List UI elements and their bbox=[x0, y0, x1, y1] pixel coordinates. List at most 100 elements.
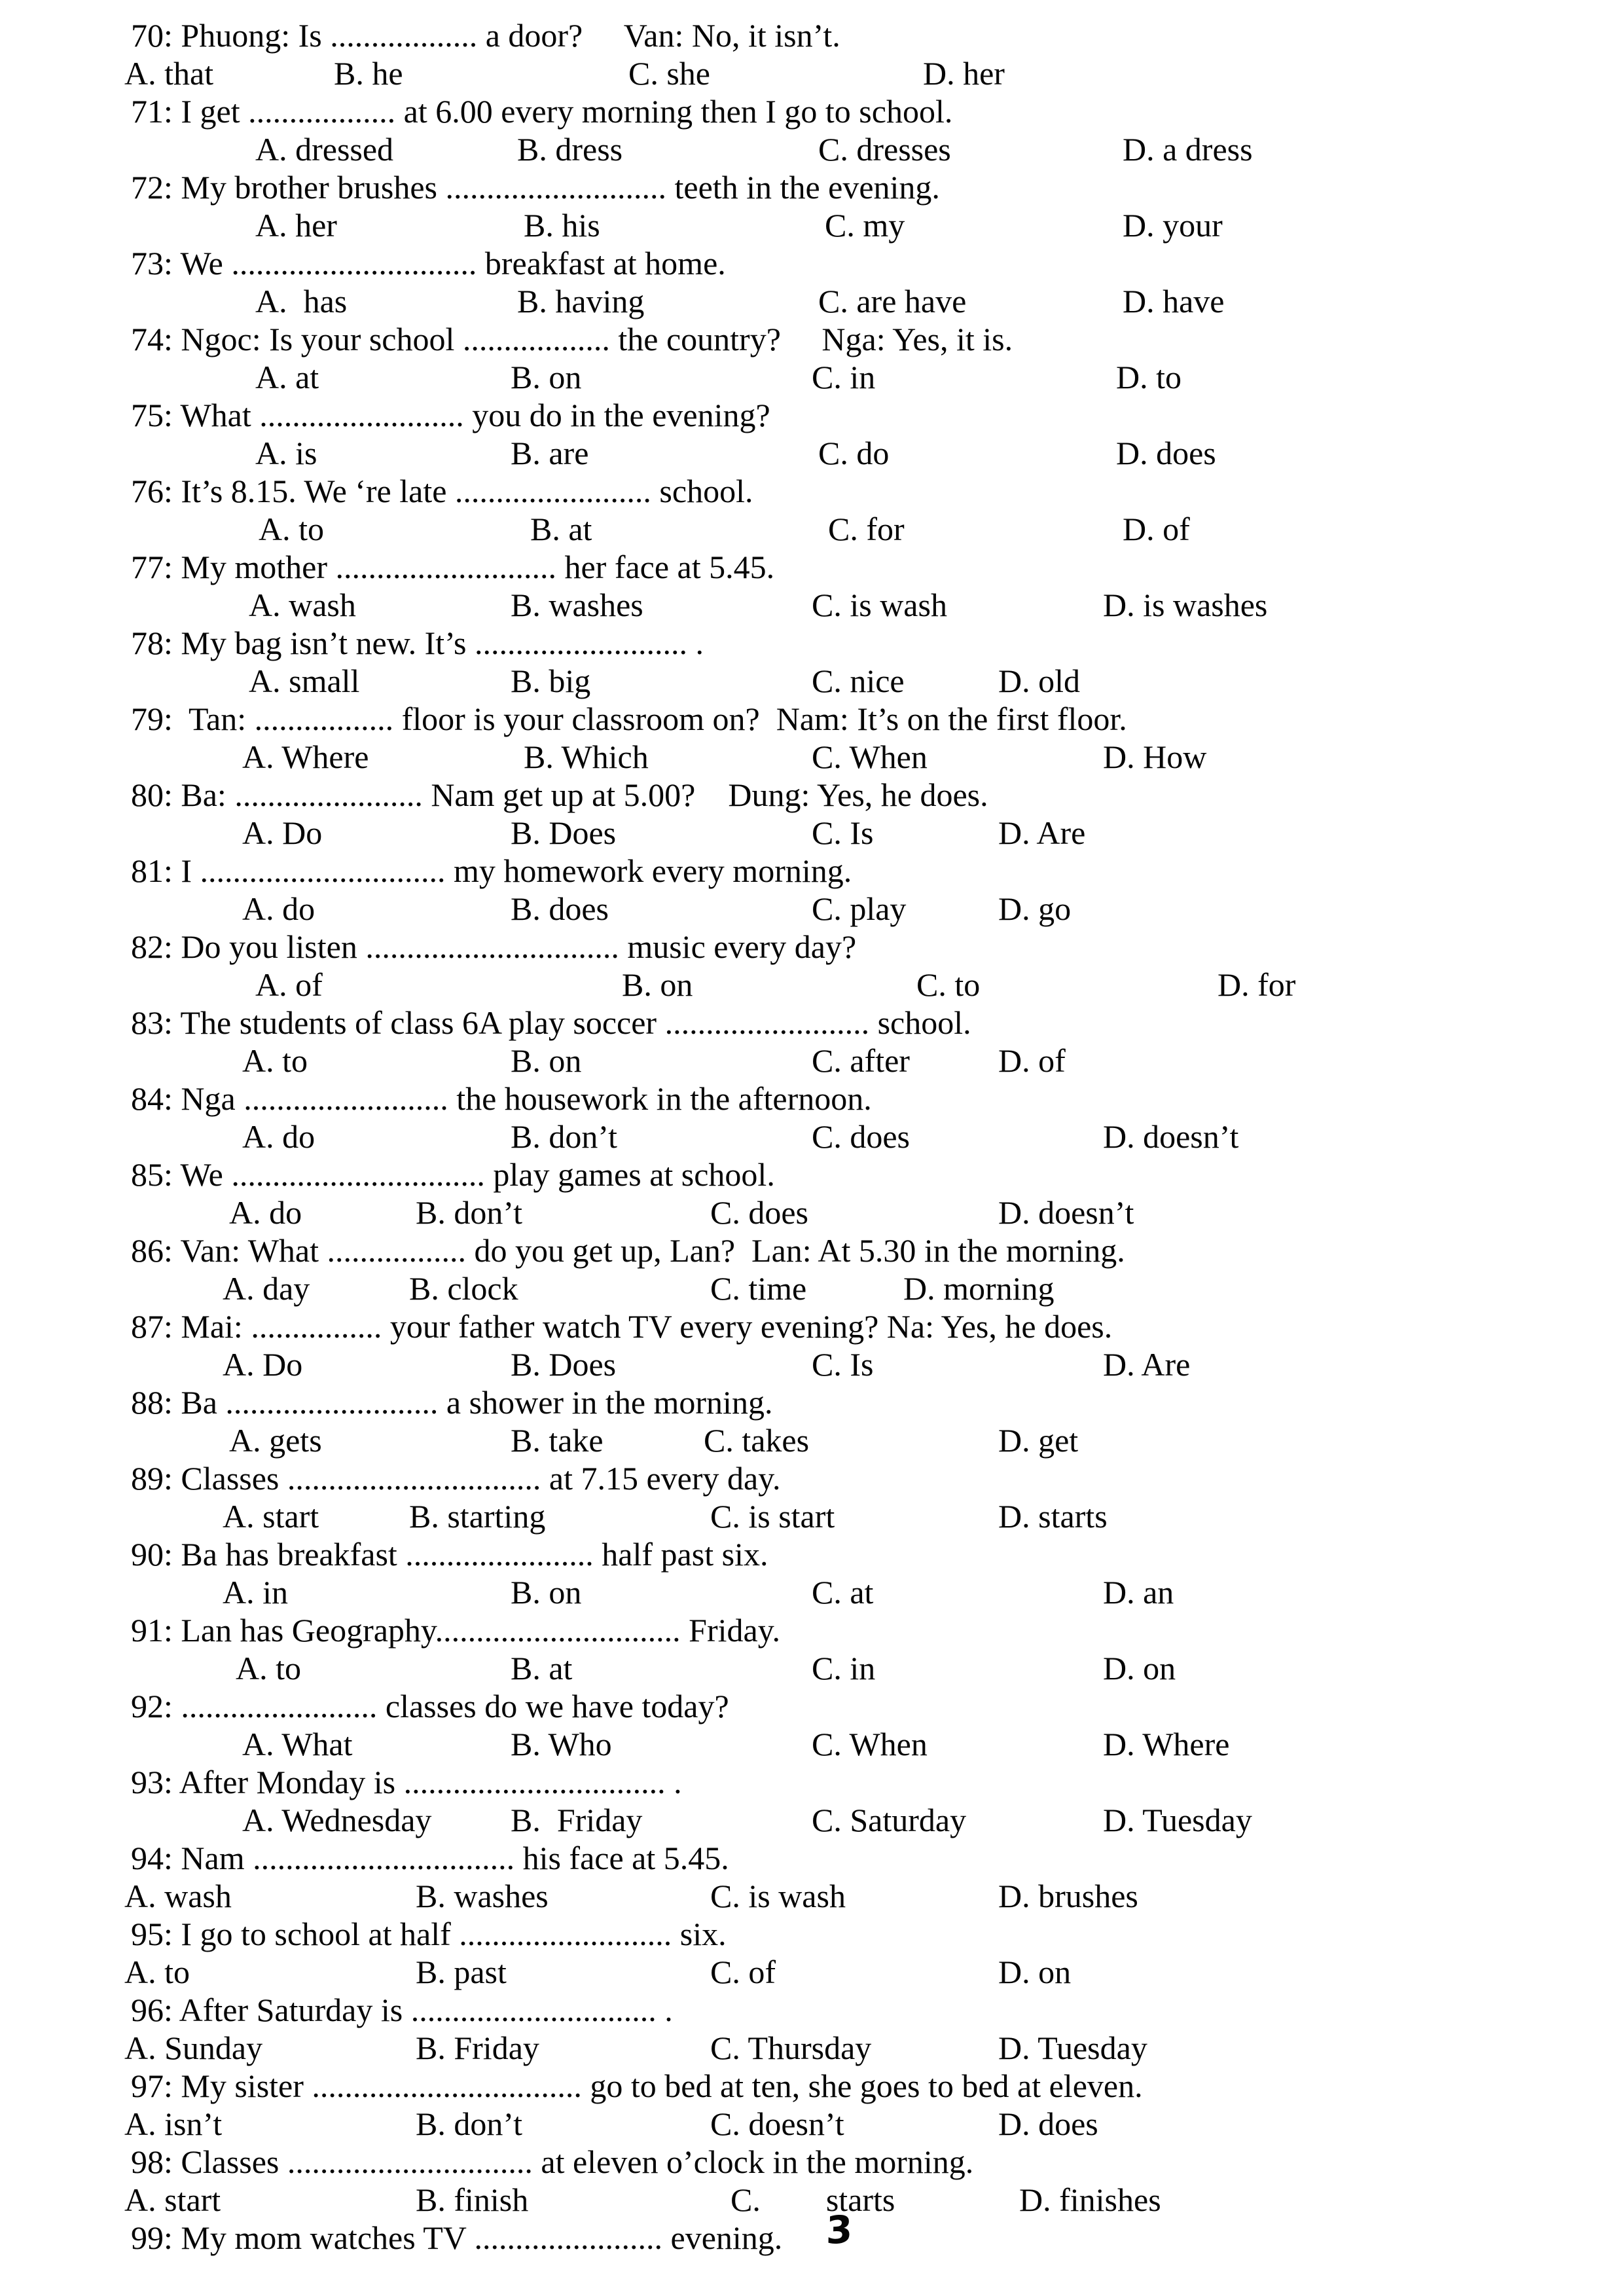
question-stem: 98: Classes ............................… bbox=[131, 2143, 974, 2180]
option-b: B. dress bbox=[517, 131, 623, 168]
question-stem: 81: I .............................. my … bbox=[131, 852, 852, 889]
page-number-handwritten: 3 bbox=[825, 2206, 853, 2253]
option-b: B. on bbox=[511, 1574, 582, 1611]
option-b: B. washes bbox=[416, 1878, 549, 1914]
option-d: D. doesn’t bbox=[1103, 1118, 1239, 1155]
question-row: 99: My mom watches TV ..................… bbox=[0, 2207, 1624, 2257]
option-c: C. at bbox=[812, 1574, 874, 1611]
question-stem: 93: After Monday is ....................… bbox=[131, 1764, 682, 1800]
option-d: D. an bbox=[1103, 1574, 1174, 1611]
question-stem: 74: Ngoc: Is your school ...............… bbox=[131, 321, 1013, 357]
answer-options-row: A. is B. are C. do D. does bbox=[0, 434, 1624, 472]
question-stem: 90: Ba has breakfast ...................… bbox=[131, 1536, 768, 1573]
answer-options-row: A. of B. on C. to D. for bbox=[0, 966, 1624, 1004]
option-c: C. Is bbox=[812, 814, 874, 851]
option-b: B. his bbox=[524, 207, 600, 244]
option-a: A. wash bbox=[249, 587, 356, 623]
option-c: C. Thursday bbox=[710, 2030, 872, 2066]
question-row: 76: It’s 8.15. We ‘re late .............… bbox=[0, 472, 1624, 510]
option-a: A. that bbox=[124, 55, 214, 92]
option-c: C. for bbox=[828, 511, 905, 547]
answer-options-row: A. to B. on C. after D. of bbox=[0, 1042, 1624, 1080]
question-row: 91: Lan has Geography...................… bbox=[0, 1611, 1624, 1649]
option-c: C. When bbox=[812, 1726, 928, 1762]
option-a: A. small bbox=[249, 663, 360, 699]
question-row: 97: My sister ..........................… bbox=[0, 2067, 1624, 2105]
option-a: A. do bbox=[242, 1118, 316, 1155]
option-a: A. day bbox=[223, 1270, 310, 1307]
option-a: A. to bbox=[124, 1954, 190, 1990]
option-b: B. he bbox=[334, 55, 403, 92]
question-row: 88: Ba .......................... a show… bbox=[0, 1383, 1624, 1421]
question-row: 86: Van: What ................. do you g… bbox=[0, 1231, 1624, 1269]
question-row: 83: The students of class 6A play soccer… bbox=[0, 1004, 1624, 1042]
option-c: C. is wash bbox=[812, 587, 947, 623]
answer-options-row: A. Wednesday B. Friday C. Saturday D. Tuesd… bbox=[0, 1801, 1624, 1839]
question-row: 71: I get .................. at 6.00 eve… bbox=[0, 92, 1624, 130]
question-stem: 85: We ............................... p… bbox=[131, 1156, 775, 1193]
option-c: C. my bbox=[825, 207, 905, 244]
option-b: B. past bbox=[416, 1954, 507, 1990]
option-d: D. finishes bbox=[1019, 2181, 1161, 2218]
option-b: B. big bbox=[511, 663, 591, 699]
option-c: C. When bbox=[812, 738, 928, 775]
answer-options-row: A. to B. at C. in D. on bbox=[0, 1649, 1624, 1687]
option-b: B. washes bbox=[511, 587, 643, 623]
option-a: A. has bbox=[255, 283, 348, 319]
question-stem: 88: Ba .......................... a show… bbox=[131, 1384, 773, 1421]
option-d: D. brushes bbox=[998, 1878, 1138, 1914]
option-a: A. do bbox=[242, 890, 316, 927]
question-stem: 92: ........................ classes do … bbox=[131, 1688, 729, 1724]
option-b: B. having bbox=[517, 283, 645, 319]
option-b: B. don’t bbox=[416, 2105, 522, 2142]
option-c: C. of bbox=[710, 1954, 776, 1990]
option-a: A. in bbox=[223, 1574, 288, 1611]
question-stem: 80: Ba: ....................... Nam get … bbox=[131, 776, 988, 813]
option-b: B. are bbox=[511, 435, 589, 471]
answer-options-row: A. day B. clock C. time D. morning bbox=[0, 1269, 1624, 1307]
question-row: 70: Phuong: Is .................. a door… bbox=[0, 16, 1624, 54]
option-a: A. wash bbox=[124, 1878, 232, 1914]
answer-options-row: A. Sunday B. Friday C. Thursday D. Tuesday bbox=[0, 2029, 1624, 2067]
option-c: C. after bbox=[812, 1042, 910, 1079]
option-b: B. Does bbox=[511, 814, 617, 851]
question-row: 94: Nam ................................… bbox=[0, 1839, 1624, 1877]
option-b: B. Does bbox=[511, 1346, 617, 1383]
option-b: B. Friday bbox=[416, 2030, 539, 2066]
question-row: 78: My bag isn’t new. It’s .............… bbox=[0, 624, 1624, 662]
question-stem: 76: It’s 8.15. We ‘re late .............… bbox=[131, 473, 753, 509]
option-b: B. take bbox=[511, 1422, 604, 1459]
question-stem: 86: Van: What ................. do you g… bbox=[131, 1232, 1125, 1269]
question-stem: 78: My bag isn’t new. It’s .............… bbox=[131, 625, 704, 661]
answer-options-row: A. to B. past C. of D. on bbox=[0, 1953, 1624, 1991]
question-row: 90: Ba has breakfast ...................… bbox=[0, 1535, 1624, 1573]
question-row: 85: We ............................... p… bbox=[0, 1156, 1624, 1194]
question-row: 77: My mother ..........................… bbox=[0, 548, 1624, 586]
option-b: B. at bbox=[511, 1650, 573, 1686]
option-b: B. Who bbox=[511, 1726, 612, 1762]
question-stem: 91: Lan has Geography...................… bbox=[131, 1612, 780, 1649]
option-b: B. clock bbox=[409, 1270, 518, 1307]
answer-options-row: A. wash B. washes C. is wash D. brushes bbox=[0, 1877, 1624, 1915]
option-b: B. Which bbox=[524, 738, 649, 775]
option-b: B. Friday bbox=[511, 1802, 643, 1838]
question-row: 96: After Saturday is ..................… bbox=[0, 1991, 1624, 2029]
question-stem: 95: I go to school at half .............… bbox=[131, 1916, 727, 1952]
option-d: D. for bbox=[1218, 966, 1296, 1003]
option-d: D. have bbox=[1123, 283, 1225, 319]
question-row: 73: We .............................. br… bbox=[0, 244, 1624, 282]
option-b: B. starting bbox=[409, 1498, 546, 1535]
question-stem: 87: Mai: ................ your father wa… bbox=[131, 1308, 1113, 1345]
option-c: C. is start bbox=[710, 1498, 835, 1535]
option-c: C. dresses bbox=[818, 131, 951, 168]
option-c: C. Is bbox=[812, 1346, 874, 1383]
option-d: D. of bbox=[998, 1042, 1066, 1079]
option-a: A. isn’t bbox=[124, 2105, 223, 2142]
option-d: D. morning bbox=[903, 1270, 1055, 1307]
option-d: D. on bbox=[998, 1954, 1072, 1990]
option-b: B. finish bbox=[416, 2181, 529, 2218]
question-stem: 99: My mom watches TV ..................… bbox=[131, 2219, 783, 2256]
option-c: C. takes bbox=[704, 1422, 810, 1459]
option-c: C. is wash bbox=[710, 1878, 846, 1914]
